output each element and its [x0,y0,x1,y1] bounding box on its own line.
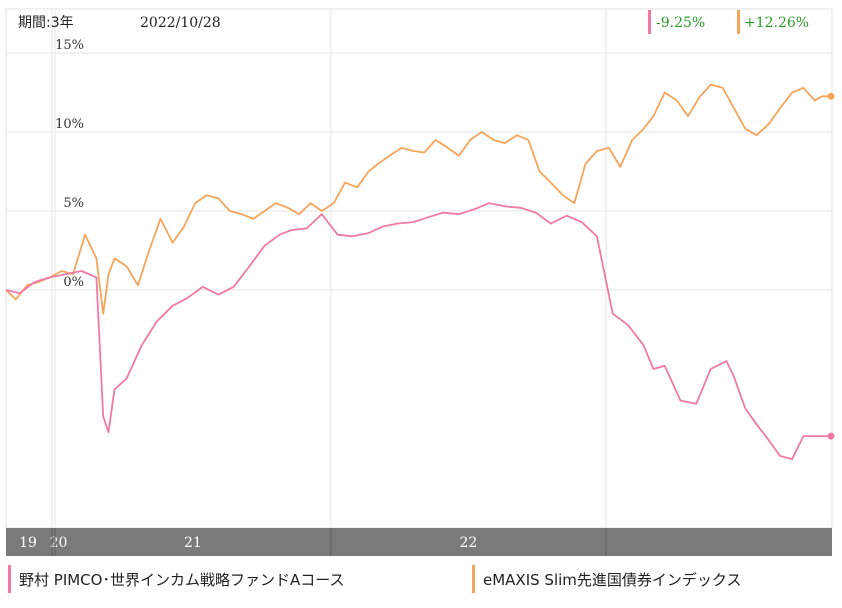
legend-label-emaxis: eMAXIS Slim先進国債券インデックス [483,570,742,589]
legend-swatch-emaxis [472,565,475,593]
legend-swatch-pimco [8,565,11,593]
emaxis-change-marker [737,10,740,34]
y-tick-label: 0% [63,275,84,290]
year-label: 21 [184,535,202,551]
legend-item-emaxis: eMAXIS Slim先進国債券インデックス [472,563,741,595]
series-line-emaxis [5,83,832,315]
end-point-pimco [827,432,835,440]
year-labels: 19 20 21 22 [19,528,607,556]
legend-item-pimco: 野村 PIMCO･世界インカム戦略ファンドAコース [8,563,344,595]
pimco-change-value: -9.25% [656,15,705,31]
y-tick-labels: 15% 10% 5% 0% [55,38,84,290]
emaxis-change-value: +12.26% [744,15,809,31]
end-point-emaxis [827,92,835,100]
series-lines [5,83,835,461]
y-tick-label: 15% [55,38,84,53]
vertical-gridlines [51,9,607,528]
year-band [6,528,832,556]
series-line-pimco [5,202,832,461]
pimco-change-marker [648,10,651,34]
year-label: 22 [459,535,477,551]
year-label: 19 [19,535,37,551]
horizontal-gridlines [6,52,832,291]
y-tick-label: 5% [63,196,84,211]
year-label: 20 [50,535,68,551]
date-label: 2022/10/28 [140,15,221,31]
y-tick-label: 10% [55,117,84,132]
period-label: 期間:3年 [18,15,74,31]
legend-label-pimco: 野村 PIMCO･世界インカム戦略ファンドAコース [19,570,345,589]
